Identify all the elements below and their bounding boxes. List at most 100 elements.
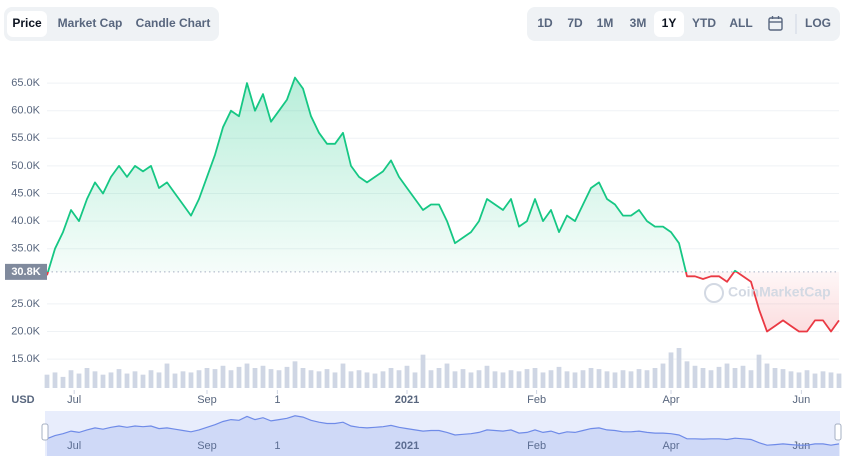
volume-bar — [300, 368, 306, 388]
volume-bar — [412, 372, 418, 388]
y-tick-label: 55.0K — [11, 132, 40, 144]
tab-button[interactable]: Candle Chart — [136, 16, 211, 30]
volume-bar — [668, 352, 674, 388]
volume-bar — [716, 366, 722, 388]
volume-bar — [780, 369, 786, 388]
volume-bar — [100, 374, 106, 388]
volume-bar — [44, 374, 50, 388]
volume-bar — [340, 363, 346, 388]
volume-bar — [228, 370, 234, 388]
volume-bar — [116, 369, 122, 388]
range-button[interactable]: 1D — [537, 16, 553, 30]
nav-handle[interactable] — [834, 423, 842, 441]
range-button[interactable]: ALL — [729, 16, 752, 30]
x-tick-label: Jul — [67, 394, 81, 406]
volume-bar — [444, 363, 450, 388]
volume-bar — [484, 365, 490, 388]
volume-bar — [236, 366, 242, 388]
x-tick-label: Jun — [793, 394, 811, 406]
volume-bar — [324, 369, 330, 388]
nav-tick-label: Jun — [793, 440, 811, 452]
y-tick-label: 40.0K — [11, 215, 40, 227]
nav-handle[interactable] — [41, 423, 49, 441]
volume-bar — [676, 348, 682, 388]
currency-label: USD — [11, 394, 34, 406]
tab-button[interactable]: Price — [12, 16, 42, 30]
price-area — [47, 77, 839, 332]
volume-bar — [260, 365, 266, 388]
range-button[interactable]: 1Y — [662, 16, 677, 30]
y-tick-label: 45.0K — [11, 187, 40, 199]
volume-bar — [460, 369, 466, 388]
baseline-tag — [5, 263, 47, 280]
tab-button[interactable]: Market Cap — [58, 16, 123, 30]
nav-tick-label: 2021 — [395, 440, 419, 452]
volume-bar — [532, 368, 538, 388]
volume-bar — [572, 372, 578, 388]
volume-bar — [652, 368, 658, 388]
volume-bar — [252, 368, 258, 388]
volume-bar — [812, 373, 818, 388]
volume-bar — [380, 371, 386, 388]
volume-bar — [596, 369, 602, 388]
range-button[interactable]: 3M — [630, 16, 647, 30]
nav-area — [47, 415, 839, 456]
volume-bar — [836, 373, 842, 388]
volume-bar — [724, 363, 730, 388]
tab-group — [4, 7, 219, 41]
volume-bar — [820, 371, 826, 388]
volume-bar — [492, 371, 498, 388]
volume-bar — [140, 374, 146, 388]
y-tick-label: 15.0K — [11, 353, 40, 365]
volume-bar — [180, 371, 186, 388]
nav-tick-label: Apr — [662, 440, 679, 452]
volume-bar — [468, 372, 474, 388]
calendar-icon[interactable] — [768, 16, 783, 31]
volume-bar — [764, 363, 770, 388]
y-tick-label: 50.0K — [11, 160, 40, 172]
volume-bar — [132, 371, 138, 388]
volume-bar — [748, 370, 754, 388]
volume-bar — [540, 372, 546, 388]
volume-bar — [644, 370, 650, 388]
volume-bar — [828, 372, 834, 388]
log-button[interactable]: LOG — [805, 16, 831, 30]
x-tick-label: Feb — [527, 394, 546, 406]
volume-bar — [740, 365, 746, 388]
watermark: CoinMarketCap — [728, 284, 831, 300]
volume-bar — [804, 370, 810, 388]
volume-bar — [684, 361, 690, 388]
y-tick-label: 35.0K — [11, 243, 40, 255]
volume-bar — [396, 370, 402, 388]
volume-bar — [692, 365, 698, 388]
range-button[interactable]: 7D — [567, 16, 583, 30]
volume-bar — [708, 370, 714, 388]
volume-bar — [508, 370, 514, 388]
volume-bar — [196, 370, 202, 388]
range-button[interactable]: YTD — [692, 16, 716, 30]
active-range — [654, 11, 684, 37]
x-tick-label: Sep — [197, 394, 217, 406]
volume-bar — [188, 372, 194, 388]
volume-bar — [52, 372, 58, 388]
volume-bar — [628, 371, 634, 388]
nav-tick-label: Jul — [67, 440, 81, 452]
range-button[interactable]: 1M — [597, 16, 614, 30]
volume-bar — [548, 370, 554, 388]
volume-bar — [68, 370, 74, 388]
x-tick-label: Apr — [662, 394, 679, 406]
nav-tick-label: Sep — [197, 440, 217, 452]
volume-bar — [284, 366, 290, 388]
price-line — [46, 76, 840, 333]
y-tick-label: 25.0K — [11, 298, 40, 310]
volume-bar — [364, 372, 370, 388]
volume-bar — [620, 370, 626, 388]
volume-bar — [588, 368, 594, 388]
navigator[interactable] — [45, 411, 840, 456]
volume-bar — [436, 368, 442, 388]
volume-bar — [244, 363, 250, 388]
y-tick-label: 60.0K — [11, 105, 40, 117]
volume-bar — [92, 371, 98, 388]
